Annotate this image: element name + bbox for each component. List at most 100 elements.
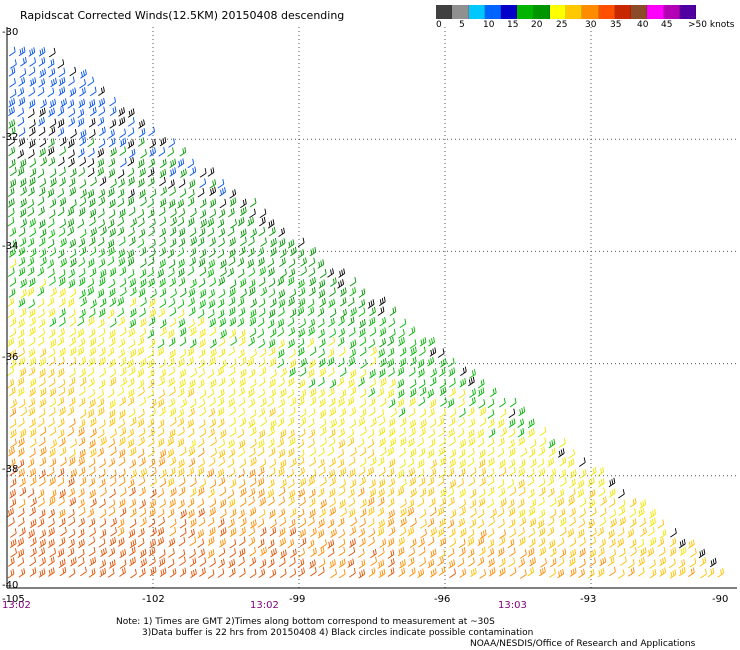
- wind-barb: [159, 247, 166, 257]
- wind-barb: [258, 407, 266, 418]
- wind-barb: [68, 516, 76, 527]
- wind-barb: [229, 527, 237, 537]
- wind-barb: [98, 248, 105, 258]
- wind-barb: [347, 428, 355, 439]
- wind-barb: [419, 408, 427, 418]
- wind-barb: [330, 418, 337, 429]
- wind-barb: [9, 277, 17, 287]
- wind-barb: [307, 306, 315, 317]
- wind-barb: [138, 386, 145, 397]
- wind-barb: [287, 388, 295, 399]
- wind-barb: [67, 406, 75, 416]
- wind-barb: [518, 436, 525, 447]
- wind-barb: [229, 189, 237, 199]
- wind-barb: [19, 307, 27, 318]
- wind-barb: [369, 456, 377, 467]
- wind-barb: [118, 448, 126, 459]
- wind-barb: [159, 136, 167, 147]
- wind-barb: [289, 508, 297, 518]
- wind-barb: [187, 498, 195, 508]
- wind-barb: [268, 438, 275, 448]
- wind-barb: [358, 569, 366, 579]
- wind-barb: [118, 498, 126, 508]
- wind-barb: [267, 319, 275, 329]
- wind-barb: [369, 306, 376, 317]
- wind-barb: [497, 507, 505, 518]
- wind-barb: [138, 228, 146, 239]
- wind-barb: [498, 487, 506, 498]
- wind-barb: [249, 547, 256, 557]
- wind-barb: [348, 378, 355, 389]
- wind-barb: [448, 428, 455, 438]
- wind-barb: [469, 388, 476, 398]
- wind-barb: [249, 378, 257, 389]
- wind-barb: [258, 298, 266, 308]
- wind-barb: [58, 517, 66, 528]
- wind-barb: [177, 299, 185, 309]
- wind-barb: [508, 428, 516, 438]
- wind-barb: [258, 307, 266, 318]
- wind-barb: [109, 267, 117, 277]
- wind-barb: [357, 487, 365, 497]
- wind-barb: [228, 439, 235, 449]
- wind-barb: [179, 287, 187, 298]
- wind-barb: [349, 568, 356, 578]
- wind-barb: [138, 128, 146, 138]
- wind-barb: [317, 566, 325, 577]
- wind-barb: [280, 367, 287, 378]
- wind-barb: [477, 536, 485, 547]
- wind-barb: [17, 507, 25, 518]
- wind-barb: [19, 486, 27, 497]
- wind-barb: [129, 459, 137, 469]
- wind-barb: [88, 568, 96, 578]
- wind-barb: [378, 466, 386, 477]
- wind-barb: [188, 457, 196, 468]
- wind-barb: [59, 136, 67, 147]
- wind-barb: [238, 556, 245, 567]
- wind-barb: [48, 156, 56, 167]
- wind-barb: [257, 328, 265, 339]
- wind-barb: [419, 337, 427, 347]
- wind-barb: [287, 468, 294, 479]
- wind-barb: [117, 216, 124, 227]
- wind-barb: [698, 548, 706, 559]
- wind-barb: [147, 368, 155, 379]
- wind-barb: [177, 437, 185, 448]
- wind-barb: [137, 346, 145, 356]
- wind-barb: [189, 518, 197, 528]
- wind-barb: [199, 288, 207, 299]
- wind-barb: [138, 189, 146, 199]
- wind-barb: [18, 46, 26, 57]
- wind-barb: [88, 518, 96, 528]
- wind-barb: [309, 346, 317, 357]
- wind-barb: [388, 477, 396, 488]
- wind-barb: [248, 418, 256, 429]
- wind-barb: [609, 538, 616, 548]
- wind-barb: [209, 208, 217, 219]
- wind-barb: [88, 117, 96, 128]
- wind-barb: [137, 336, 145, 347]
- wind-barb: [239, 228, 247, 238]
- wind-barb: [467, 428, 475, 439]
- wind-barb: [267, 558, 275, 568]
- wind-barb: [139, 307, 146, 318]
- wind-barb: [177, 309, 185, 319]
- wind-barb: [59, 308, 66, 318]
- wind-barb: [538, 527, 546, 537]
- wind-barb: [300, 266, 307, 276]
- wind-barb: [499, 398, 506, 408]
- wind-barb: [68, 376, 76, 387]
- wind-barb: [338, 546, 346, 557]
- wind-barb: [178, 458, 185, 469]
- wind-barb: [97, 389, 104, 399]
- wind-barb: [399, 526, 407, 537]
- wind-barb: [127, 156, 135, 167]
- wind-barb: [28, 87, 36, 97]
- wind-barb: [388, 398, 396, 408]
- legend-label: 30: [585, 20, 597, 30]
- wind-barb: [430, 527, 437, 537]
- wind-barb: [20, 218, 27, 228]
- wind-barb: [278, 307, 285, 317]
- wind-barb: [9, 317, 17, 327]
- wind-barb: [409, 419, 416, 429]
